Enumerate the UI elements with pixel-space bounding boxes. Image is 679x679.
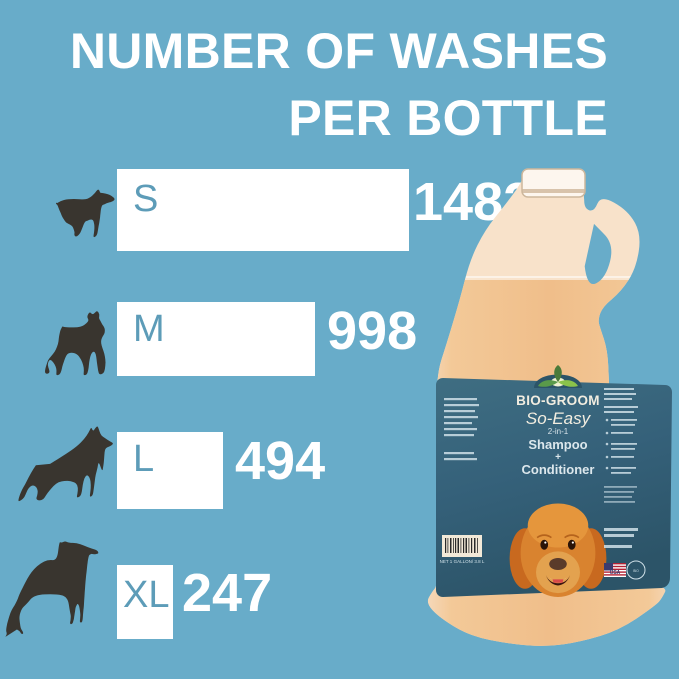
- svg-text:BIO: BIO: [633, 569, 639, 573]
- svg-text:USA: USA: [610, 570, 621, 576]
- svg-text:2-in-1: 2-in-1: [548, 427, 569, 436]
- svg-text:Conditioner: Conditioner: [522, 462, 595, 477]
- svg-text:NET 1 GALLON/ 3.8 L: NET 1 GALLON/ 3.8 L: [440, 559, 485, 564]
- svg-text:So-Easy: So-Easy: [526, 409, 592, 428]
- svg-text:BIO-GROOM: BIO-GROOM: [516, 393, 600, 408]
- svg-text:Shampoo: Shampoo: [528, 437, 587, 452]
